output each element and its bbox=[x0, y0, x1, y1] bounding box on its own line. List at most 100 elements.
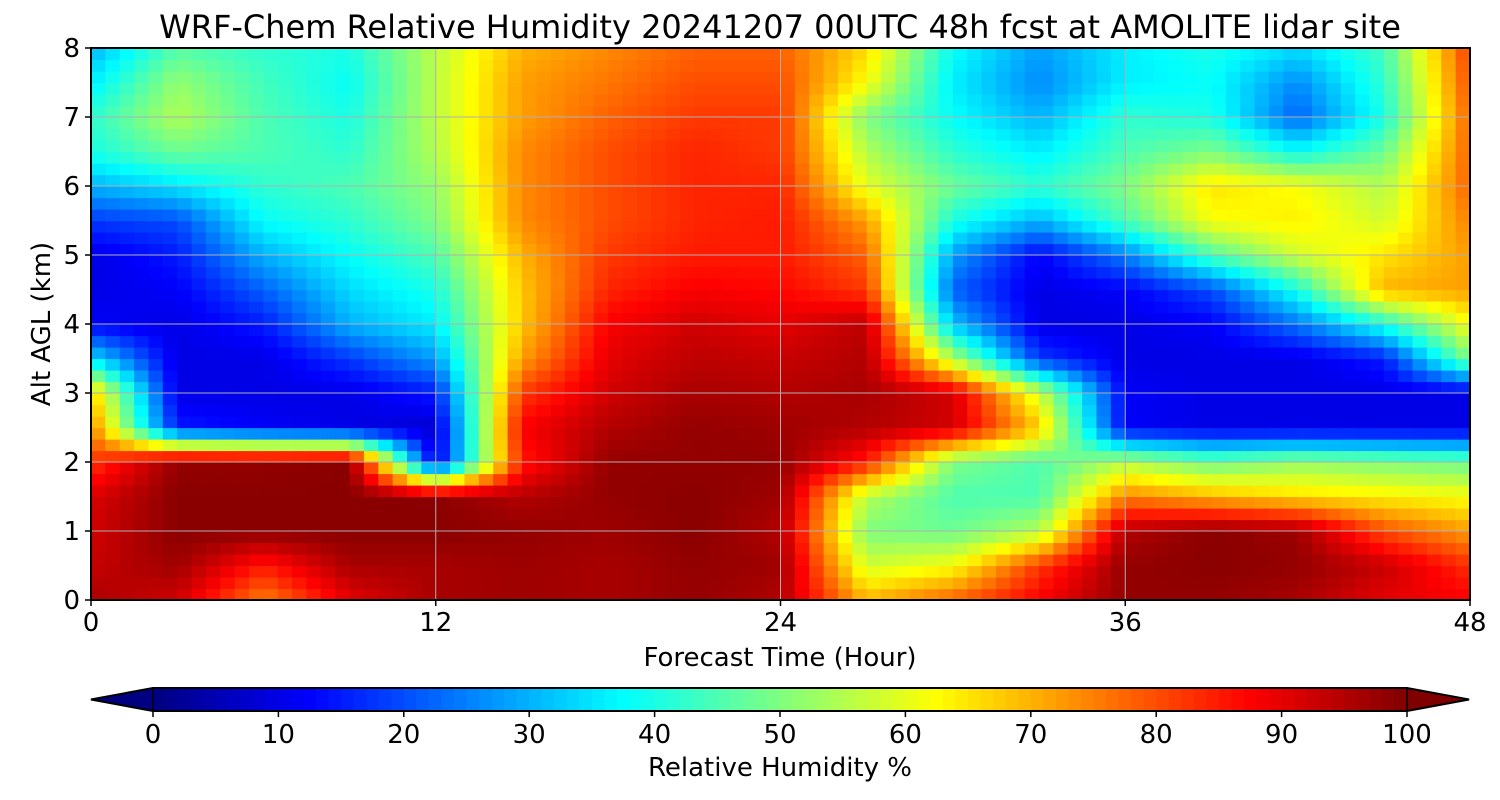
heatmap-cell bbox=[967, 473, 983, 486]
heatmap-cell bbox=[162, 174, 178, 187]
heatmap-cell bbox=[493, 508, 509, 521]
heatmap-cell bbox=[651, 266, 667, 279]
heatmap-cell bbox=[521, 439, 537, 452]
heatmap-cell bbox=[565, 439, 580, 452]
heatmap-cell bbox=[866, 485, 882, 498]
heatmap-cell bbox=[780, 220, 796, 233]
heatmap-cell bbox=[392, 531, 408, 544]
heatmap-cell bbox=[521, 393, 537, 406]
heatmap-cell bbox=[392, 427, 408, 440]
heatmap-cell bbox=[952, 565, 968, 578]
heatmap-cell bbox=[579, 565, 595, 578]
heatmap-cell bbox=[1340, 381, 1356, 394]
heatmap-cell bbox=[1024, 220, 1040, 233]
heatmap-cell bbox=[751, 496, 767, 509]
heatmap-cell bbox=[924, 220, 940, 233]
heatmap-cell bbox=[1010, 140, 1026, 153]
heatmap-cell bbox=[1369, 186, 1385, 199]
heatmap-cell bbox=[177, 554, 193, 567]
heatmap-cell bbox=[450, 105, 466, 118]
heatmap-cell bbox=[220, 163, 236, 176]
heatmap-cell bbox=[306, 94, 322, 107]
heatmap-cell bbox=[320, 220, 336, 233]
heatmap-cell bbox=[1225, 577, 1241, 590]
heatmap-cell bbox=[593, 358, 609, 371]
heatmap-cell bbox=[1283, 117, 1299, 130]
heatmap-cell bbox=[392, 370, 408, 383]
heatmap-cell bbox=[1340, 266, 1356, 279]
heatmap-cell bbox=[162, 588, 178, 601]
heatmap-cell bbox=[292, 232, 308, 245]
heatmap-cell bbox=[1283, 186, 1299, 199]
heatmap-cell bbox=[435, 416, 451, 429]
heatmap-cell bbox=[1053, 347, 1069, 360]
heatmap-cell bbox=[220, 427, 236, 440]
heatmap-cell bbox=[852, 335, 868, 348]
heatmap-cell bbox=[565, 347, 580, 360]
heatmap-cell bbox=[1039, 577, 1055, 590]
heatmap-cell bbox=[938, 312, 954, 325]
heatmap-cell bbox=[737, 312, 753, 325]
heatmap-cell bbox=[1297, 197, 1313, 210]
heatmap-cell bbox=[1182, 347, 1198, 360]
heatmap-cell bbox=[1211, 554, 1227, 567]
heatmap-cell bbox=[478, 370, 494, 383]
heatmap-cell bbox=[1383, 496, 1399, 509]
heatmap-cell bbox=[1053, 462, 1069, 475]
heatmap-cell bbox=[435, 450, 451, 463]
heatmap-cell bbox=[349, 117, 365, 130]
heatmap-cell bbox=[579, 209, 595, 222]
x-axis-ticks: 0 12 24 36 48 bbox=[83, 600, 1487, 638]
heatmap-cell bbox=[1039, 588, 1055, 601]
heatmap-cell bbox=[1383, 301, 1399, 314]
heatmap-cell bbox=[723, 416, 738, 429]
heatmap-cell bbox=[694, 439, 710, 452]
heatmap-cell bbox=[593, 519, 609, 532]
heatmap-cell bbox=[277, 508, 293, 521]
heatmap-cell bbox=[1383, 347, 1399, 360]
heatmap-cell bbox=[1268, 186, 1284, 199]
heatmap-cell bbox=[1168, 163, 1184, 176]
heatmap-cell bbox=[306, 312, 322, 325]
heatmap-cell bbox=[1369, 232, 1385, 245]
heatmap-cell bbox=[1153, 197, 1169, 210]
heatmap-cell bbox=[679, 128, 695, 141]
heatmap-cell bbox=[593, 59, 609, 72]
heatmap-cell bbox=[349, 209, 365, 222]
heatmap-cell bbox=[852, 105, 868, 118]
heatmap-cell bbox=[1455, 531, 1471, 544]
heatmap-cell bbox=[1369, 163, 1385, 176]
heatmap-cell bbox=[1211, 531, 1227, 544]
heatmap-cell bbox=[1110, 588, 1126, 601]
heatmap-cell bbox=[407, 404, 422, 417]
heatmap-cell bbox=[507, 347, 523, 360]
heatmap-cell bbox=[421, 335, 437, 348]
heatmap-cell bbox=[450, 542, 466, 555]
heatmap-cell bbox=[852, 577, 868, 590]
heatmap-cell bbox=[952, 220, 968, 233]
heatmap-cell bbox=[1039, 496, 1055, 509]
heatmap-cell bbox=[134, 278, 150, 291]
heatmap-cell bbox=[1240, 531, 1256, 544]
heatmap-cell bbox=[507, 565, 523, 578]
heatmap-cell bbox=[91, 71, 106, 84]
heatmap-cell bbox=[1225, 347, 1241, 360]
heatmap-cell bbox=[881, 427, 897, 440]
heatmap-cell bbox=[450, 462, 466, 475]
heatmap-cell bbox=[277, 335, 293, 348]
heatmap-cell bbox=[1096, 71, 1112, 84]
heatmap-cell bbox=[995, 358, 1011, 371]
heatmap-cell bbox=[708, 485, 724, 498]
heatmap-cell bbox=[1398, 301, 1414, 314]
heatmap-cell bbox=[751, 485, 767, 498]
heatmap-cell bbox=[177, 140, 193, 153]
heatmap-cell bbox=[119, 324, 135, 337]
heatmap-cell bbox=[679, 186, 695, 199]
heatmap-cell bbox=[407, 347, 422, 360]
heatmap-cell bbox=[665, 48, 681, 61]
heatmap-cell bbox=[478, 554, 494, 567]
heatmap-cell bbox=[952, 94, 968, 107]
heatmap-cell bbox=[579, 439, 595, 452]
heatmap-cell bbox=[737, 186, 753, 199]
heatmap-cell bbox=[895, 462, 911, 475]
